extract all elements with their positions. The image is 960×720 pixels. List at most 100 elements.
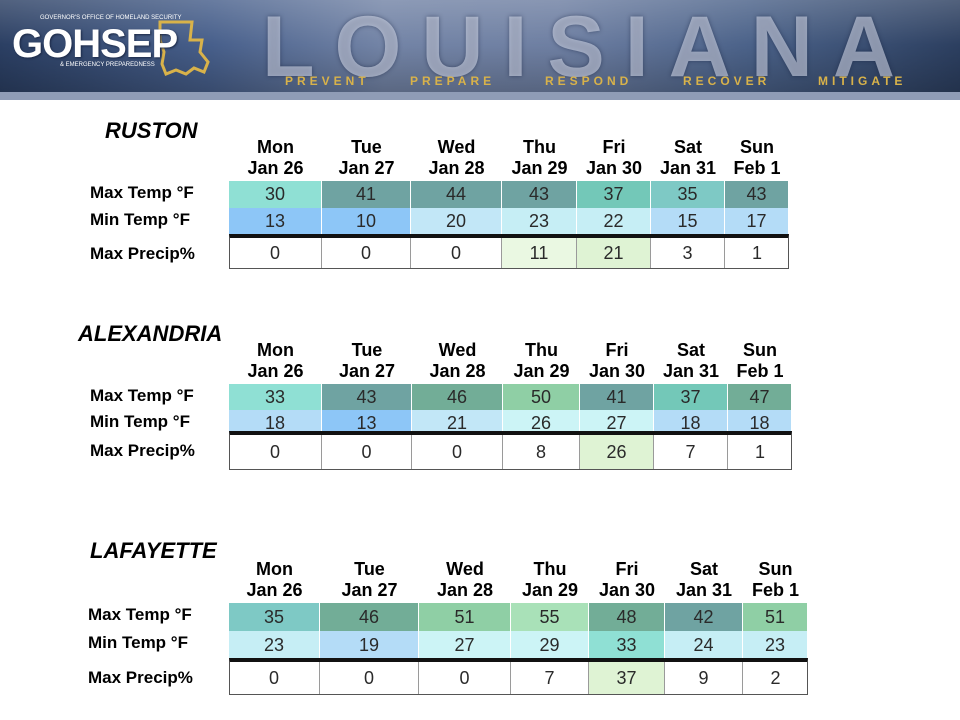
gohsep-logo: GOHSEP (12, 22, 178, 66)
min-temp-cell: 22 (577, 208, 651, 235)
day-date: Jan 26 (247, 361, 304, 381)
min-temp-cell: 33 (589, 631, 665, 659)
day-header: Sun Feb 1 (728, 340, 792, 382)
min-temp-cell: 23 (502, 208, 577, 235)
max-temp-cell: 43 (502, 181, 577, 208)
tagline-respond: RESPOND (545, 74, 633, 88)
precip-cell: 0 (411, 238, 502, 268)
precip-cell: 0 (229, 662, 320, 694)
day-header: Wed Jan 28 (411, 137, 502, 179)
precip-row: 0 0 0 11 21 3 1 (229, 234, 789, 269)
day-header: Wed Jan 28 (412, 340, 503, 382)
banner-sheen (0, 0, 960, 100)
day-of-week: Sun (743, 340, 777, 360)
day-date: Jan 30 (588, 361, 646, 381)
day-of-week: Sat (689, 559, 718, 579)
min-temp-cell: 29 (511, 631, 589, 659)
min-temp-cell: 19 (320, 631, 419, 659)
max-temp-cell: 51 (743, 603, 808, 631)
min-temp-label: Min Temp °F (90, 210, 190, 229)
day-date: Feb 1 (751, 580, 799, 600)
day-header: Fri Jan 30 (577, 137, 651, 179)
day-date: Jan 26 (246, 580, 303, 600)
day-of-week: Fri (605, 340, 629, 360)
max-temp-cell: 46 (320, 603, 419, 631)
precip-label: Max Precip% (90, 441, 195, 460)
day-header: Mon Jan 26 (229, 559, 320, 601)
precip-cell: 0 (322, 435, 412, 469)
logo-bottom-text: & EMERGENCY PREPAREDNESS (60, 62, 155, 68)
precip-cell: 0 (322, 238, 411, 268)
max-temp-cell: 51 (419, 603, 511, 631)
max-temp-cell: 41 (580, 384, 654, 410)
precip-cell: 2 (770, 667, 781, 688)
precip-row: 0 0 0 7 37 9 2 (229, 658, 808, 695)
day-of-week: Wed (438, 340, 477, 360)
precip-cell: 1 (751, 242, 762, 263)
max-temp-cell: 37 (577, 181, 651, 208)
precip-label: Max Precip% (88, 668, 193, 687)
day-header: Fri Jan 30 (589, 559, 665, 601)
min-temp-cell: 13 (229, 208, 322, 235)
precip-cell: 9 (665, 662, 743, 694)
day-header: Sat Jan 31 (665, 559, 743, 601)
precip-cell: 3 (651, 238, 725, 268)
day-of-week: Mon (257, 340, 294, 360)
precip-cell: 7 (511, 662, 589, 694)
max-temp-cell: 35 (651, 181, 725, 208)
day-header: Wed Jan 28 (419, 559, 511, 601)
max-temp-label: Max Temp °F (90, 183, 194, 202)
day-of-week: Tue (351, 340, 383, 360)
day-date: Jan 28 (429, 361, 486, 381)
max-temp-cell: 33 (229, 384, 322, 410)
max-temp-label: Max Temp °F (90, 386, 194, 405)
precip-cell: 0 (320, 662, 419, 694)
max-temp-cell: 44 (411, 181, 502, 208)
day-date: Jan 30 (598, 580, 656, 600)
city-title: LAFAYETTE (90, 538, 217, 563)
day-date: Jan 31 (662, 361, 720, 381)
day-date: Jan 27 (338, 361, 396, 381)
day-date: Jan 29 (513, 361, 570, 381)
max-temp-cell: 37 (654, 384, 728, 410)
day-date: Jan 26 (247, 158, 304, 178)
day-of-week: Fri (602, 137, 626, 157)
day-header: Mon Jan 26 (229, 137, 322, 179)
day-of-week: Mon (256, 559, 293, 579)
day-header: Mon Jan 26 (229, 340, 322, 382)
banner-title: LOUISIANA (262, 0, 915, 95)
day-header: Thu Jan 29 (511, 559, 589, 601)
day-of-week: Sun (758, 559, 793, 579)
day-date: Feb 1 (736, 361, 784, 381)
precip-cell: 11 (502, 238, 577, 268)
max-temp-cell: 55 (511, 603, 589, 631)
day-date: Jan 29 (511, 158, 568, 178)
day-of-week: Tue (351, 137, 382, 157)
tagline-prevent: PREVENT (285, 74, 370, 88)
day-date: Jan 27 (338, 158, 395, 178)
city-title: RUSTON (105, 118, 198, 143)
day-date: Jan 28 (436, 580, 494, 600)
header-banner: LOUISIANA GOVERNOR'S OFFICE OF HOMELAND … (0, 0, 960, 100)
day-of-week: Fri (615, 559, 639, 579)
max-temp-cell: 50 (503, 384, 580, 410)
precip-cell: 37 (589, 662, 665, 694)
tagline-mitigate: MITIGATE (818, 74, 907, 88)
day-of-week: Mon (257, 137, 294, 157)
min-temp-cell: 20 (411, 208, 502, 235)
precip-cell: 8 (503, 435, 580, 469)
max-temp-cell: 42 (665, 603, 743, 631)
city-title: ALEXANDRIA (78, 321, 223, 346)
day-date: Jan 29 (521, 580, 579, 600)
precip-cell: 26 (580, 435, 654, 469)
day-date: Jan 28 (428, 158, 485, 178)
day-of-week: Thu (525, 340, 558, 360)
day-of-week: Wed (437, 137, 476, 157)
day-date: Jan 31 (659, 158, 717, 178)
day-date: Jan 30 (585, 158, 643, 178)
min-temp-cell: 24 (665, 631, 743, 659)
min-temp-cell: 27 (419, 631, 511, 659)
day-of-week: Tue (354, 559, 385, 579)
max-temp-cell: 43 (725, 181, 789, 208)
precip-cell: 7 (654, 435, 728, 469)
